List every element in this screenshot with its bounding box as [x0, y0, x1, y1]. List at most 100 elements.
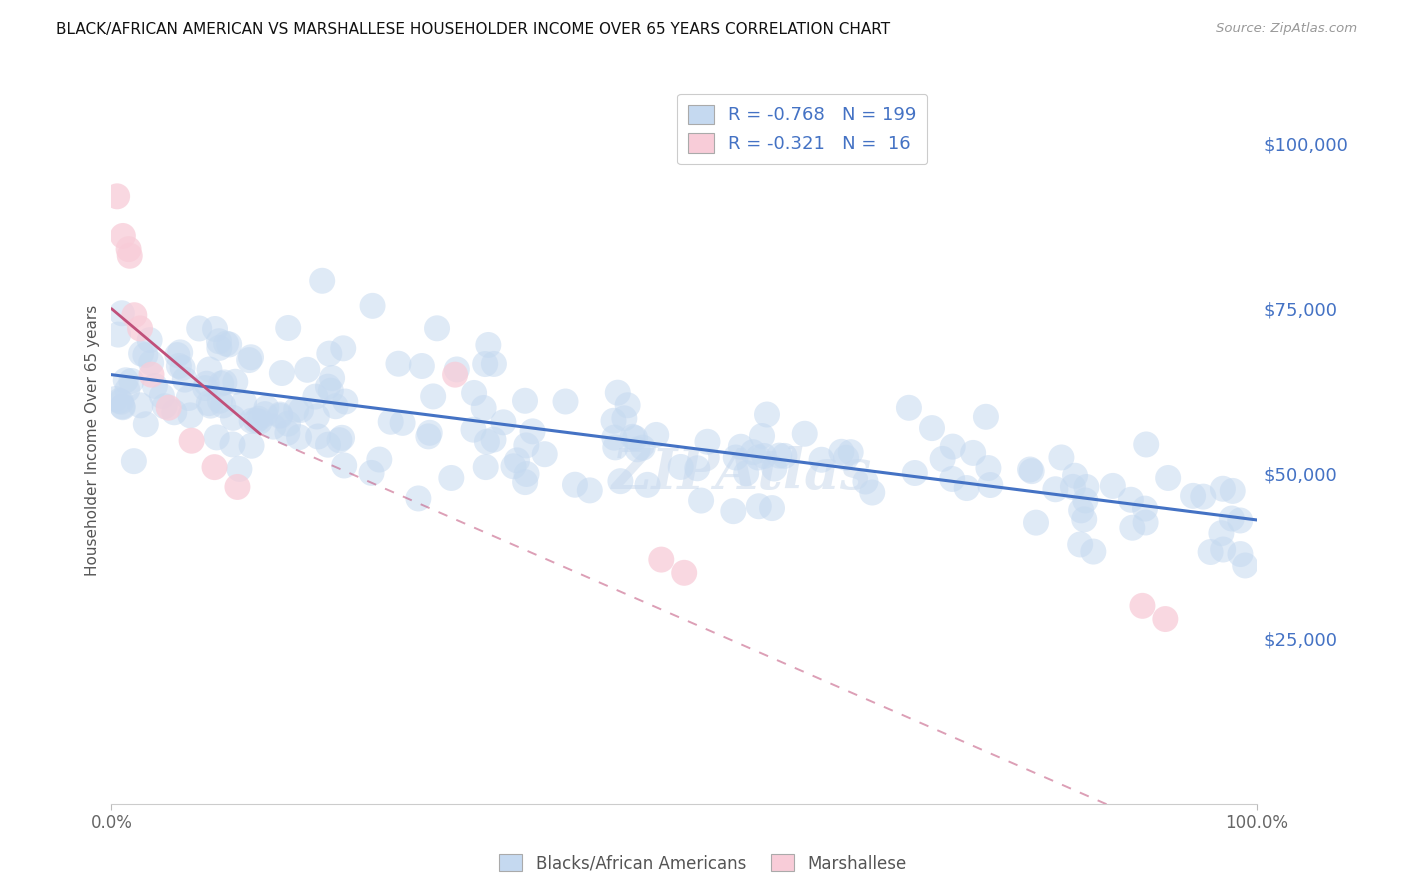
Point	[316, 380, 339, 394]
Point	[1132, 599, 1154, 613]
Point	[262, 419, 284, 434]
Point	[208, 334, 231, 349]
Point	[979, 478, 1001, 492]
Point	[129, 346, 152, 360]
Point	[222, 410, 245, 425]
Point	[169, 345, 191, 359]
Text: BLACK/AFRICAN AMERICAN VS MARSHALLESE HOUSEHOLDER INCOME OVER 65 YEARS CORRELATI: BLACK/AFRICAN AMERICAN VS MARSHALLESE HO…	[56, 22, 890, 37]
Point	[194, 381, 217, 395]
Point	[1074, 493, 1097, 508]
Point	[761, 501, 783, 516]
Point	[942, 440, 965, 454]
Point	[613, 411, 636, 425]
Point	[742, 445, 765, 459]
Point	[111, 401, 134, 415]
Point	[254, 401, 277, 415]
Point	[238, 353, 260, 368]
Point	[361, 299, 384, 313]
Point	[208, 341, 231, 355]
Point	[860, 485, 883, 500]
Point	[135, 417, 157, 432]
Point	[477, 338, 499, 352]
Point	[277, 417, 299, 431]
Point	[897, 401, 920, 415]
Point	[305, 409, 328, 424]
Point	[609, 474, 631, 488]
Point	[167, 359, 190, 373]
Point	[205, 430, 228, 444]
Point	[124, 308, 146, 322]
Point	[380, 415, 402, 429]
Point	[335, 394, 357, 409]
Point	[276, 425, 298, 440]
Point	[502, 459, 524, 474]
Point	[111, 306, 134, 320]
Point	[173, 373, 195, 387]
Point	[120, 374, 142, 388]
Point	[941, 472, 963, 486]
Point	[1019, 462, 1042, 476]
Point	[218, 337, 240, 351]
Point	[1157, 471, 1180, 485]
Point	[835, 450, 858, 465]
Point	[188, 321, 211, 335]
Point	[215, 336, 238, 351]
Point	[751, 429, 773, 443]
Point	[285, 402, 308, 417]
Point	[724, 450, 747, 465]
Point	[616, 398, 638, 412]
Point	[419, 425, 441, 440]
Point	[1021, 464, 1043, 478]
Point	[768, 449, 790, 463]
Point	[316, 438, 339, 452]
Point	[974, 409, 997, 424]
Point	[747, 450, 769, 465]
Point	[1050, 450, 1073, 465]
Point	[578, 483, 600, 498]
Point	[198, 396, 221, 410]
Point	[446, 362, 468, 376]
Point	[904, 466, 927, 480]
Point	[118, 249, 141, 263]
Point	[492, 415, 515, 429]
Point	[756, 408, 779, 422]
Point	[515, 438, 537, 452]
Point	[506, 453, 529, 467]
Point	[134, 348, 156, 362]
Point	[245, 414, 267, 428]
Point	[554, 394, 576, 409]
Point	[318, 346, 340, 360]
Point	[157, 401, 180, 415]
Point	[1069, 537, 1091, 551]
Point	[773, 449, 796, 463]
Point	[107, 327, 129, 342]
Point	[1070, 503, 1092, 517]
Point	[956, 481, 979, 495]
Point	[475, 434, 498, 449]
Point	[333, 458, 356, 473]
Point	[153, 399, 176, 413]
Point	[325, 399, 347, 413]
Point	[297, 363, 319, 377]
Point	[605, 441, 627, 455]
Point	[1073, 512, 1095, 526]
Point	[1064, 468, 1087, 483]
Point	[172, 360, 194, 375]
Point	[1135, 437, 1157, 451]
Point	[290, 403, 312, 417]
Point	[269, 408, 291, 422]
Legend: R = -0.768   N = 199, R = -0.321   N =  16: R = -0.768 N = 199, R = -0.321 N = 16	[678, 94, 927, 164]
Point	[621, 430, 644, 444]
Point	[177, 391, 200, 405]
Point	[117, 383, 139, 397]
Point	[444, 368, 467, 382]
Point	[240, 351, 263, 365]
Point	[368, 452, 391, 467]
Point	[624, 431, 647, 445]
Point	[696, 434, 718, 449]
Point	[277, 321, 299, 335]
Point	[411, 359, 433, 373]
Point	[1182, 489, 1205, 503]
Point	[117, 242, 139, 256]
Point	[472, 401, 495, 415]
